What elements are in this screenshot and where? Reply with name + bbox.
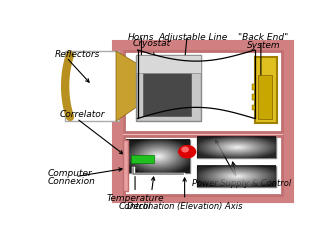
Bar [143,69,191,116]
Bar [136,55,201,121]
Bar [131,155,154,163]
Bar [255,57,277,123]
Circle shape [182,147,188,152]
Text: Connexion: Connexion [47,177,95,186]
Bar [253,84,255,90]
Bar [253,94,255,100]
Bar [65,51,118,121]
Text: System: System [247,41,280,50]
Text: Horns: Horns [128,33,155,42]
Text: Power Supply & Control: Power Supply & Control [192,180,292,188]
Text: Declination (Elevation) Axis: Declination (Elevation) Axis [127,202,242,210]
Text: Cryostat: Cryostat [133,39,171,48]
Bar [258,75,272,119]
Bar [117,45,288,197]
Text: Adjustable Line: Adjustable Line [159,33,228,42]
Circle shape [179,146,195,158]
Bar [197,166,276,187]
Text: Control: Control [119,202,152,210]
Bar [197,137,276,158]
Bar [136,55,201,73]
Text: Reflectors: Reflectors [55,50,100,59]
Bar [124,51,282,132]
Bar [253,105,255,110]
Polygon shape [116,51,138,121]
Text: Temperature: Temperature [106,194,164,203]
Text: Correlator: Correlator [60,110,106,119]
Bar [124,136,282,195]
Text: "Back End": "Back End" [238,33,289,42]
Bar [126,140,190,173]
Text: Computer: Computer [47,169,92,178]
Bar [123,140,129,192]
